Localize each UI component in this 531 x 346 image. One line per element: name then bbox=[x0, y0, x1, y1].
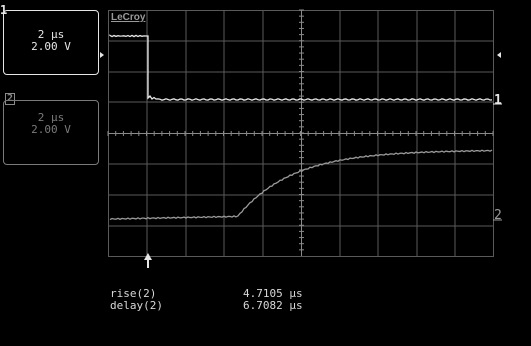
channel1-trace bbox=[109, 34, 493, 101]
scope-grid bbox=[108, 10, 494, 257]
trigger-level-right-marker bbox=[497, 52, 501, 58]
channel2-settings-box[interactable]: 2 μs 2.00 V bbox=[3, 100, 99, 165]
channel2-volts: 2.00 V bbox=[31, 123, 71, 136]
channel1-timebase: 2 μs bbox=[37, 28, 65, 41]
measurement-label-rise: rise(2) bbox=[110, 287, 157, 300]
channel1-settings-box[interactable]: 2 μs 2.00 V bbox=[3, 10, 99, 75]
channel2-number: 2 bbox=[5, 93, 16, 105]
channel1-volts: 2.00 V bbox=[31, 40, 71, 53]
trigger-level-left-marker bbox=[100, 52, 104, 58]
trigger-arrow-icon bbox=[144, 253, 152, 268]
scope-minor-ticks bbox=[107, 9, 494, 251]
channel2-trace bbox=[109, 149, 493, 221]
channel2-timebase: 2 μs bbox=[37, 111, 65, 124]
measurement-value-rise: 4.7105 μs bbox=[243, 287, 303, 300]
measurement-value-delay: 6.7082 μs bbox=[243, 299, 303, 312]
channel1-level-marker: 1 bbox=[494, 93, 502, 108]
brand-logo: LeCroy bbox=[111, 12, 146, 23]
measurement-label-delay: delay(2) bbox=[110, 299, 163, 312]
channel2-level-marker: 2 bbox=[494, 208, 502, 223]
